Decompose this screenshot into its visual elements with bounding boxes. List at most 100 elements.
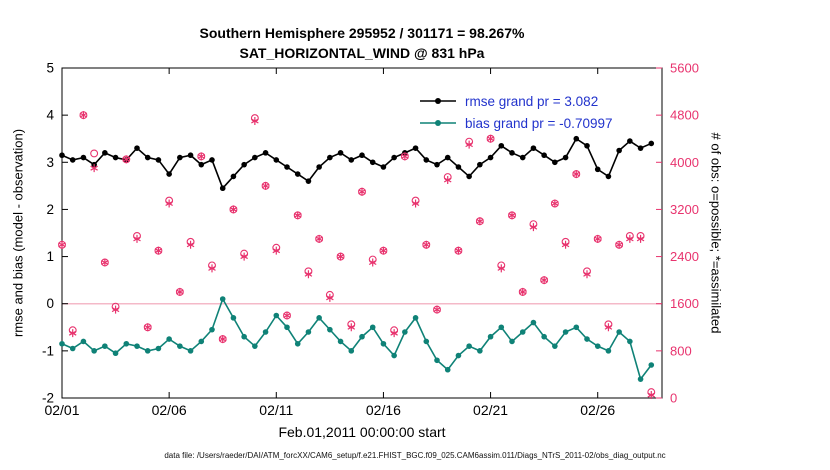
rmse-point [498, 142, 505, 149]
obs-assimilated-marker [433, 305, 441, 314]
bias-point [273, 312, 280, 319]
data-file-caption: data file: /Users/raeder/DAI/ATM_forcXX/… [164, 451, 666, 460]
legend-label-rmse: rmse grand pr = 3.082 [465, 93, 599, 109]
rmse-point [477, 161, 483, 168]
rmse-point [209, 157, 215, 163]
obs-assimilated-marker [293, 211, 302, 220]
obs-assimilated-marker [476, 217, 484, 226]
rmse-point [434, 161, 440, 168]
obs-assimilated-marker [176, 287, 184, 296]
obs-assimilated-marker [561, 240, 570, 249]
rmse-point [637, 145, 644, 151]
bias-point [284, 324, 290, 331]
y-tick-left-label: -2 [42, 391, 54, 406]
bias-point [584, 336, 590, 342]
bias-point [637, 376, 644, 382]
obs-assimilated-marker [208, 264, 216, 273]
obs-assimilated-marker [518, 287, 527, 296]
rmse-point [316, 164, 322, 170]
bias-point [91, 348, 97, 354]
rmse-point [530, 145, 537, 151]
obs-assimilated-marker [197, 152, 206, 161]
obs-assimilated-marker [186, 240, 195, 249]
obs-assimilated-marker [326, 293, 334, 302]
rmse-point [144, 154, 151, 161]
bias-point [123, 340, 130, 347]
bias-point [209, 326, 215, 333]
bias-point [262, 329, 269, 335]
rmse-point [134, 145, 140, 151]
obs-assimilated-marker [647, 391, 656, 400]
obs-assimilated-marker [122, 155, 131, 164]
obs-assimilated-marker [401, 152, 409, 161]
rmse-point [412, 145, 419, 151]
obs-assimilated-marker [551, 199, 559, 208]
rmse-point [241, 161, 247, 168]
obs-assimilated-marker [486, 134, 495, 143]
y-tick-right-label: 3200 [670, 202, 699, 217]
bias-point [166, 336, 172, 342]
bias-point [466, 343, 472, 349]
bias-point [434, 357, 440, 364]
x-tick-label: 02/16 [366, 402, 401, 418]
rmse-point [69, 157, 76, 163]
rmse-point [230, 173, 237, 180]
obs-assimilated-marker [368, 258, 377, 267]
legend-label-bias: bias grand pr = -0.70997 [465, 115, 613, 131]
obs-assimilated-marker [304, 270, 313, 279]
x-tick-label: 02/21 [473, 402, 508, 418]
rmse-point [348, 157, 355, 163]
obs-assimilated-marker [315, 234, 323, 243]
y-tick-left-label: -1 [42, 343, 54, 358]
bias-legend-marker [420, 120, 456, 126]
obs-assimilated-marker [240, 252, 248, 261]
obs-assimilated-marker [497, 264, 506, 273]
legend-entry-bias: bias grand pr = -0.70997 [420, 112, 612, 134]
bias-point [252, 343, 258, 349]
bias-point [552, 343, 558, 349]
rmse-point [337, 150, 344, 156]
bias-point [359, 333, 365, 340]
rmse-point [455, 164, 462, 170]
bias-point [498, 324, 505, 331]
rmse-point [509, 150, 515, 156]
y-tick-right-label: 4800 [670, 108, 699, 123]
rmse-point [219, 185, 226, 192]
obs-assimilated-marker [218, 335, 227, 344]
rmse-point [573, 135, 580, 142]
y-tick-right-label: 5600 [670, 61, 699, 76]
bias-point [102, 343, 108, 349]
plot-box [61, 67, 663, 399]
y-tick-left-label: 2 [46, 202, 54, 217]
bias-point [519, 329, 526, 335]
obs-assimilated-marker [572, 170, 581, 179]
y-tick-right-label: 1600 [670, 296, 699, 311]
rmse-point [198, 161, 205, 168]
rmse-point [359, 152, 365, 159]
obs-assimilated-marker [379, 246, 388, 255]
obs-assimilated-marker [58, 240, 66, 249]
rmse-point [166, 171, 172, 177]
rmse-point [648, 140, 655, 147]
bias-point [369, 324, 376, 331]
obs-assimilated-marker [90, 164, 98, 173]
rmse-point [391, 154, 397, 161]
bias-point [80, 338, 87, 345]
rmse-point [616, 147, 622, 154]
obs-assimilated-marker [422, 240, 431, 249]
x-tick-label: 02/11 [259, 402, 293, 418]
obs-assimilated-marker [111, 305, 120, 314]
obs-assimilated-marker [604, 323, 613, 332]
bias-point [337, 338, 344, 345]
bias-point [402, 329, 408, 335]
obs-assimilated-marker [615, 240, 623, 249]
bias-point [69, 345, 76, 352]
obs-assimilated-marker [358, 187, 366, 196]
bias-point [219, 296, 226, 302]
bias-point [305, 329, 312, 335]
obs-assimilated-marker [465, 140, 473, 149]
obs-assimilated-marker [143, 323, 152, 332]
bias-point [348, 348, 355, 354]
bias-point [455, 352, 462, 359]
bias-point [112, 350, 119, 357]
